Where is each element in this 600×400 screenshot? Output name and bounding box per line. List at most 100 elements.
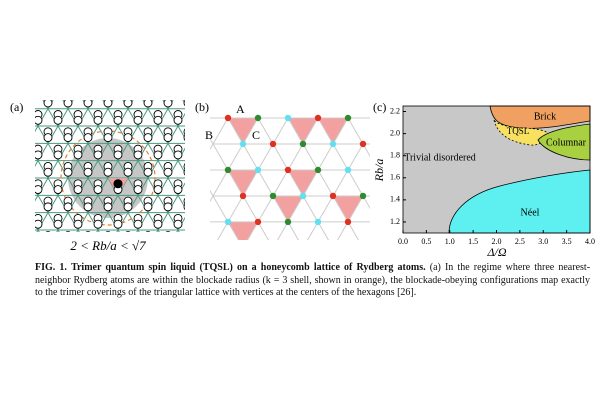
atom xyxy=(133,219,143,229)
lattice-edge xyxy=(218,230,228,247)
lattice-edge xyxy=(176,229,179,232)
atom xyxy=(53,185,63,194)
x-tick-label: 0.0 xyxy=(398,237,408,246)
lattice-edge xyxy=(210,189,214,197)
atom xyxy=(103,133,113,143)
caption: FIG. 1. Trimer quantum spin liquid (TQSL… xyxy=(35,262,590,300)
lattice-edge xyxy=(317,221,330,240)
atom xyxy=(14,220,22,228)
site xyxy=(299,140,307,148)
lattice-edge xyxy=(208,91,218,108)
atom xyxy=(104,100,112,102)
atom xyxy=(163,100,173,108)
atom xyxy=(34,255,42,260)
caption-title: Trimer quantum spin liquid (TQSL) on a h… xyxy=(71,262,426,273)
atom xyxy=(134,255,142,260)
lattice-edge xyxy=(8,195,18,212)
lattice-edge xyxy=(208,230,218,247)
atom xyxy=(173,219,183,229)
atom xyxy=(214,220,222,228)
x-tick-label: 3.5 xyxy=(562,237,572,246)
lattice-edge xyxy=(208,213,218,230)
lattice-edge xyxy=(58,247,68,260)
lattice-edge xyxy=(48,247,58,260)
site-label: A xyxy=(236,102,245,116)
lattice-edge xyxy=(246,221,259,240)
lattice-edge xyxy=(8,178,18,195)
lattice-edge xyxy=(210,137,214,145)
atom xyxy=(184,238,192,246)
lattice-edge xyxy=(287,195,304,223)
figure: Trivial disordered Néel Brick TQSL Columnar 0… xyxy=(8,91,595,260)
atom xyxy=(154,249,162,257)
atom xyxy=(204,232,212,240)
site xyxy=(344,114,352,122)
atom xyxy=(73,115,83,125)
y-tick-label: 2.0 xyxy=(390,128,400,137)
atom xyxy=(214,116,222,124)
atom xyxy=(93,150,103,160)
atom xyxy=(174,249,182,257)
site xyxy=(344,218,352,226)
lattice-edge xyxy=(227,221,240,240)
lattice-edge xyxy=(227,195,244,223)
atom xyxy=(224,128,232,136)
lattice-edge xyxy=(208,247,218,260)
panel-label: (a) xyxy=(10,100,23,114)
trimer xyxy=(273,195,303,222)
lattice-edge xyxy=(56,229,59,232)
lattice-edge xyxy=(317,195,334,223)
atom xyxy=(34,249,42,257)
atom xyxy=(194,249,202,257)
x-tick-label: 1.5 xyxy=(468,237,478,246)
atom xyxy=(224,197,232,205)
atom xyxy=(173,115,183,125)
atom xyxy=(35,219,43,229)
lattice-edge xyxy=(257,169,274,197)
atom xyxy=(123,167,133,177)
lattice-edge xyxy=(208,195,218,212)
lattice-edge xyxy=(347,117,364,145)
atom xyxy=(224,134,232,142)
site xyxy=(239,140,247,148)
lattice-edge xyxy=(212,195,229,223)
lattice-edge xyxy=(18,230,28,247)
lattice-edge xyxy=(257,143,274,171)
lattice-edge xyxy=(35,195,39,202)
atom xyxy=(145,231,151,232)
atom xyxy=(53,115,63,125)
lattice-edge xyxy=(242,195,259,223)
atom xyxy=(133,150,143,160)
trimer xyxy=(288,118,318,144)
atom xyxy=(14,116,22,124)
lattice-edge xyxy=(272,143,289,171)
lattice-edge xyxy=(148,247,158,260)
atom xyxy=(24,99,32,107)
lattice-edge xyxy=(216,221,229,240)
lattice-edge xyxy=(287,143,304,171)
lattice-edge xyxy=(287,117,304,145)
x-tick-label: 2.0 xyxy=(492,237,502,246)
lattice-edge xyxy=(8,247,18,260)
lattice-edge xyxy=(210,143,214,151)
lattice-edge xyxy=(242,117,259,145)
lattice-edge xyxy=(198,247,208,260)
x-tick-label: 2.5 xyxy=(515,237,525,246)
panel-label: (c) xyxy=(373,100,386,114)
trimer xyxy=(228,118,258,144)
lattice-edge xyxy=(8,213,18,230)
lattice-edge xyxy=(276,221,289,240)
atom xyxy=(93,115,103,125)
lattice-edge xyxy=(302,143,319,171)
lattice-edge xyxy=(18,178,28,195)
atom xyxy=(154,255,162,260)
site xyxy=(224,166,232,174)
trimer xyxy=(228,221,258,240)
atom xyxy=(14,255,22,260)
atom xyxy=(144,100,152,102)
lattice-edge xyxy=(302,195,319,223)
atom xyxy=(184,232,192,240)
y-tick-label: 1.4 xyxy=(390,195,400,204)
lattice-edge xyxy=(183,170,198,196)
atom xyxy=(73,185,83,194)
